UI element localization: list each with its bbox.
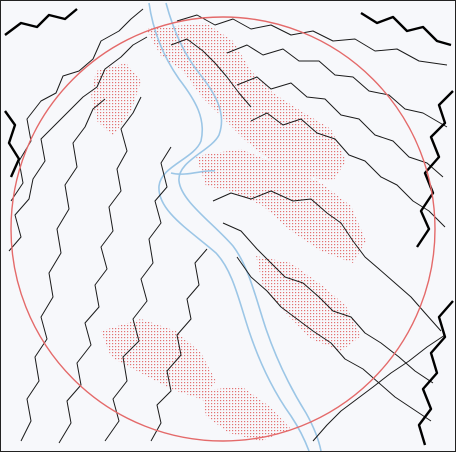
slope-hatching bbox=[91, 23, 366, 441]
hatch-area-north bbox=[146, 23, 346, 181]
hatch-area-west bbox=[101, 319, 216, 399]
contour-line-w5 bbox=[104, 146, 172, 442]
contour-line-w4 bbox=[58, 96, 142, 444]
index-contours bbox=[4, 8, 454, 446]
contour-line-e5 bbox=[236, 76, 444, 178]
river-channel-inner bbox=[170, 169, 216, 175]
index-contour-ne bbox=[360, 11, 452, 47]
contour-line-e2 bbox=[222, 222, 434, 384]
index-contour-se bbox=[417, 300, 454, 446]
contour-line-e6 bbox=[226, 44, 448, 128]
river-bank-east bbox=[165, 2, 322, 451]
contour-line-e1 bbox=[212, 190, 442, 332]
contour-line-n2 bbox=[170, 38, 252, 108]
hatch-area-northwest bbox=[91, 63, 141, 136]
hatch-area-south bbox=[201, 386, 291, 441]
index-contour-w bbox=[4, 110, 21, 178]
contour-line-e3 bbox=[236, 256, 432, 422]
contour-line-e7 bbox=[312, 334, 446, 442]
river-bank-west bbox=[148, 2, 310, 451]
hatch-area-center bbox=[196, 149, 366, 263]
contour-line-w1 bbox=[10, 8, 144, 202]
contour-line-w6 bbox=[150, 248, 208, 442]
contour-line-w2 bbox=[8, 36, 148, 252]
river-channels bbox=[148, 2, 322, 451]
study-area-circle bbox=[10, 16, 436, 442]
contour-line-e4 bbox=[250, 112, 446, 228]
hatch-area-east bbox=[256, 256, 361, 351]
index-contour-nw bbox=[4, 8, 78, 36]
contour-line-w3 bbox=[20, 98, 106, 442]
index-contour-e bbox=[416, 90, 454, 248]
contour-lines bbox=[8, 8, 448, 444]
